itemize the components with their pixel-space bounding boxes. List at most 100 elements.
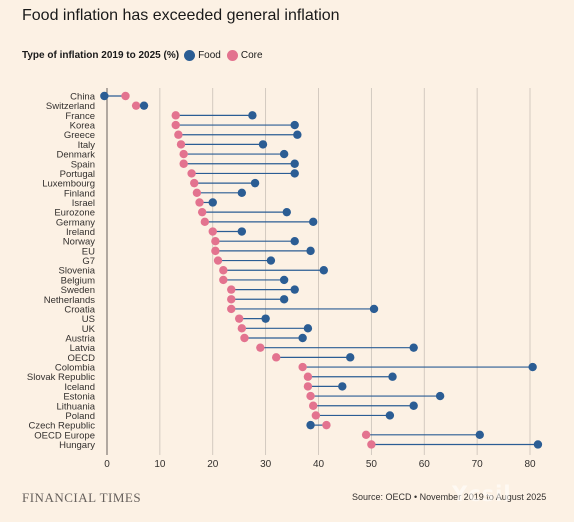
- food-dot: [306, 246, 315, 256]
- x-tick-label: 70: [472, 459, 484, 470]
- country-label: Latvia: [70, 343, 96, 354]
- food-dot: [528, 362, 537, 372]
- country-label: France: [65, 111, 95, 122]
- country-label: Sweden: [61, 285, 95, 296]
- food-dot: [338, 382, 347, 391]
- country-label: Finland: [64, 188, 95, 199]
- core-dot: [361, 430, 371, 439]
- food-dot: [258, 140, 268, 149]
- core-dot: [179, 149, 188, 159]
- country-label: Colombia: [55, 363, 96, 374]
- country-label: Poland: [65, 411, 95, 422]
- core-dot: [303, 372, 313, 381]
- core-dot: [227, 304, 236, 314]
- food-dot: [346, 353, 355, 362]
- food-dot: [309, 217, 318, 227]
- x-tick-label: 10: [154, 459, 166, 470]
- core-dot: [311, 411, 321, 420]
- country-label: Czech Republic: [28, 421, 95, 432]
- x-tick-label: 40: [313, 459, 325, 470]
- x-tick-label: 30: [260, 459, 272, 470]
- country-label: EU: [82, 246, 95, 257]
- food-dot: [435, 391, 445, 401]
- food-dot: [290, 120, 299, 130]
- food-dot: [248, 111, 257, 120]
- core-dot: [367, 440, 376, 449]
- food-dot: [279, 275, 289, 285]
- country-label: Greece: [64, 130, 95, 141]
- core-dot: [200, 217, 210, 227]
- x-tick-label: 60: [419, 459, 431, 470]
- watermark-logo: Ycsil: [452, 482, 512, 506]
- core-dot: [211, 246, 220, 256]
- source-note: Source: OECD • November 2019 to August 2…: [352, 492, 547, 502]
- food-dot: [290, 237, 299, 246]
- country-label: Netherlands: [44, 295, 95, 306]
- core-dot: [187, 169, 196, 178]
- food-dot: [279, 149, 289, 159]
- food-dot: [409, 401, 418, 410]
- food-dot: [319, 266, 328, 275]
- legend-food-swatch: [184, 50, 196, 61]
- core-dot: [171, 111, 180, 120]
- country-label: Portugal: [60, 169, 95, 180]
- country-label: Ireland: [66, 227, 95, 238]
- country-label: Austria: [65, 334, 95, 345]
- food-dot: [237, 227, 247, 236]
- country-label: OECD Europe: [34, 430, 95, 441]
- core-dot: [219, 266, 228, 275]
- core-dot: [240, 333, 249, 343]
- food-dot: [533, 440, 543, 449]
- core-dot: [171, 120, 180, 130]
- country-label: Switzerland: [46, 101, 95, 112]
- country-label: OECD: [68, 353, 96, 364]
- country-label: Lithuania: [56, 401, 95, 412]
- core-dot: [227, 285, 236, 294]
- x-tick-label: 50: [366, 459, 378, 470]
- core-dot: [272, 353, 281, 362]
- food-dot: [293, 130, 302, 139]
- country-label: Italy: [78, 140, 96, 151]
- core-dot: [306, 391, 315, 401]
- core-dot: [309, 401, 318, 410]
- food-dot: [261, 314, 270, 323]
- food-dot: [290, 169, 299, 178]
- food-dot: [409, 343, 418, 352]
- core-dot: [213, 256, 223, 265]
- country-label: Slovak Republic: [27, 372, 95, 383]
- country-label: G7: [82, 256, 95, 267]
- core-dot: [208, 227, 217, 236]
- legend-core-swatch: [226, 50, 238, 61]
- core-dot: [237, 324, 247, 333]
- country-label: Iceland: [64, 382, 95, 393]
- country-label: Luxembourg: [42, 179, 95, 190]
- country-label: China: [70, 92, 96, 103]
- food-dot: [385, 411, 395, 420]
- core-dot: [234, 314, 244, 323]
- core-dot: [256, 343, 265, 352]
- country-label: Eurozone: [54, 208, 95, 219]
- legend: Type of inflation 2019 to 2025 (%) Food …: [22, 50, 267, 61]
- core-dot: [176, 140, 186, 149]
- core-dot: [211, 237, 220, 246]
- core-dot: [179, 159, 188, 168]
- country-label: Croatia: [64, 304, 95, 315]
- legend-core-label: Core: [240, 50, 263, 61]
- food-dot: [303, 324, 313, 333]
- food-dot: [237, 188, 247, 197]
- food-dot: [250, 178, 260, 188]
- food-dot: [306, 420, 315, 430]
- food-dot: [266, 256, 276, 265]
- chart-title: Food inflation has exceeded general infl…: [22, 7, 340, 24]
- country-label: Israel: [72, 198, 95, 209]
- food-dot: [369, 304, 379, 314]
- core-dot: [219, 275, 228, 285]
- country-label: Estonia: [63, 392, 95, 403]
- core-dot: [174, 130, 183, 139]
- food-dot: [100, 91, 109, 101]
- country-label: UK: [82, 324, 96, 335]
- food-dot: [279, 295, 289, 304]
- country-label: Denmark: [56, 150, 95, 161]
- x-tick-label: 0: [104, 459, 110, 470]
